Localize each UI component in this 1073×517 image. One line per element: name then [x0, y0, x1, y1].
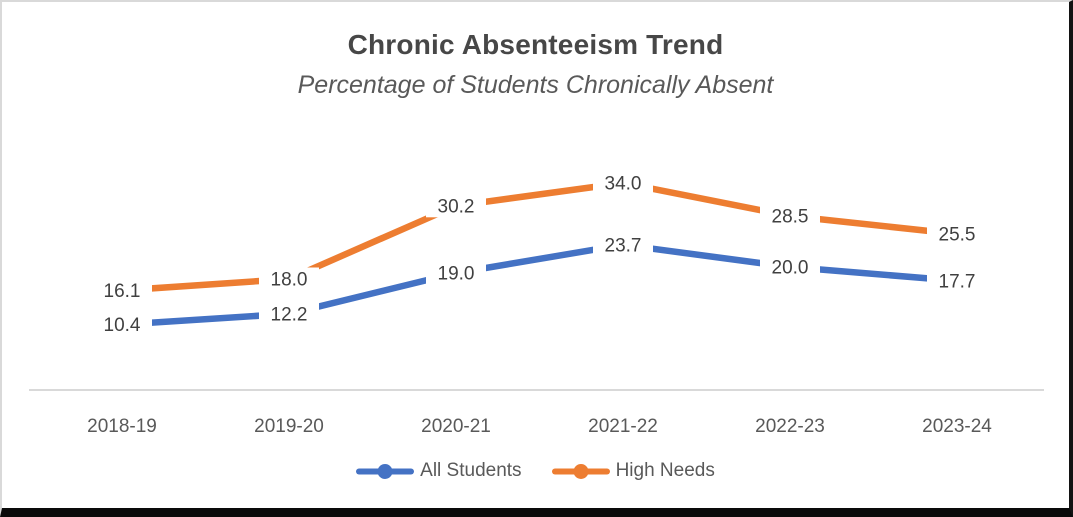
x-axis-label-2018-19: 2018-19 — [87, 416, 157, 437]
x-axis-label-2019-20: 2019-20 — [254, 416, 324, 437]
data-label-mask — [593, 233, 653, 257]
data-label-all-students-2019-20: 12.2 — [271, 304, 308, 325]
data-label-high-needs-2023-24: 25.5 — [939, 225, 976, 246]
data-label-mask — [593, 171, 653, 195]
data-label-mask — [927, 269, 987, 293]
chart-legend: All Students High Needs — [2, 460, 1069, 482]
line-chart-plot: 2018-19 2019-20 2020-21 2021-22 2022-23 2023-… — [29, 171, 1044, 437]
data-label-all-students-2022-23: 20.0 — [772, 258, 809, 279]
legend-label-all-students: All Students — [420, 460, 522, 481]
data-label-mask — [426, 261, 486, 285]
data-label-mask — [426, 194, 486, 218]
data-label-mask — [760, 255, 820, 279]
data-label-mask — [259, 267, 319, 291]
x-axis-label-2021-22: 2021-22 — [588, 416, 658, 437]
data-label-mask — [259, 302, 319, 326]
data-label-all-students-2021-22: 23.7 — [605, 235, 642, 256]
legend-marker-all-students-icon — [356, 463, 415, 479]
data-label-all-students-2020-21: 19.0 — [438, 264, 475, 285]
series-line-high-needs — [118, 179, 961, 294]
legend-marker-high-needs-icon — [551, 463, 610, 479]
chart-title: Chronic Absenteeism Trend — [347, 29, 724, 60]
data-label-high-needs-2021-22: 34.0 — [605, 174, 642, 195]
data-label-mask — [92, 313, 152, 337]
data-label-all-students-2018-19: 10.4 — [104, 315, 141, 336]
data-label-all-students-2023-24: 17.7 — [939, 271, 976, 292]
data-label-high-needs-2019-20: 18.0 — [271, 270, 308, 291]
data-label-mask — [92, 278, 152, 302]
data-label-mask — [927, 222, 987, 246]
legend-item-all-students: All Students — [356, 460, 522, 482]
legend-label-high-needs: High Needs — [615, 460, 715, 481]
chart-subtitle: Percentage of Students Chronically Absen… — [297, 71, 774, 99]
data-label-mask — [760, 204, 820, 228]
x-axis-label-2020-21: 2020-21 — [421, 416, 491, 437]
legend-item-high-needs: High Needs — [551, 460, 715, 482]
data-label-high-needs-2022-23: 28.5 — [772, 207, 809, 228]
data-label-high-needs-2018-19: 16.1 — [104, 281, 141, 302]
x-axis-label-2022-23: 2022-23 — [755, 416, 825, 437]
x-axis-label-2023-24: 2023-24 — [922, 416, 992, 437]
data-label-high-needs-2020-21: 30.2 — [438, 196, 475, 217]
